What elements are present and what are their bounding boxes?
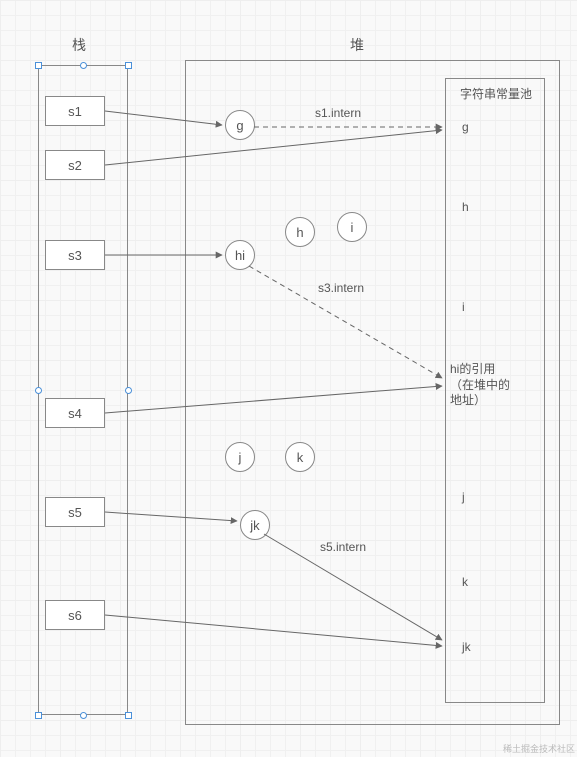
pool-label-g: g [462,120,469,134]
stack-box-label: s4 [68,406,82,421]
sel-handle-w[interactable] [35,387,42,394]
heap-circle-g[interactable]: g [225,110,255,140]
stack-box-label: s2 [68,158,82,173]
heap-circle-i[interactable]: i [337,212,367,242]
pool-label-i: i [462,300,465,314]
watermark: 稀土掘金技术社区 [503,742,575,755]
sel-handle-n[interactable] [80,62,87,69]
heap-circle-label: g [236,118,243,133]
heap-circle-label: k [297,450,304,465]
sel-handle-ne[interactable] [125,62,132,69]
stack-box-label: s6 [68,608,82,623]
heap-circle-label: j [239,450,242,465]
stack-box-s6[interactable]: s6 [45,600,105,630]
heap-circle-h[interactable]: h [285,217,315,247]
sel-handle-nw[interactable] [35,62,42,69]
heap-circle-label: h [296,225,303,240]
pool-label-k: k [462,575,468,589]
stack-box-label: s3 [68,248,82,263]
heap-circle-label: jk [250,518,259,533]
heap-circle-j[interactable]: j [225,442,255,472]
stack-box-s4[interactable]: s4 [45,398,105,428]
stack-box-s2[interactable]: s2 [45,150,105,180]
stack-box-s1[interactable]: s1 [45,96,105,126]
heap-circle-jk[interactable]: jk [240,510,270,540]
edge-label-s5intern: s5.intern [320,540,366,554]
heap-circle-hi[interactable]: hi [225,240,255,270]
pool-label-jk: jk [462,640,471,654]
heap-circle-k[interactable]: k [285,442,315,472]
edge-label-s3intern: s3.intern [318,281,364,295]
heap-circle-label: hi [235,248,245,263]
edge-label-s1intern: s1.intern [315,106,361,120]
sel-handle-s[interactable] [80,712,87,719]
heap-title: 堆 [350,35,364,55]
heap-circle-label: i [351,220,354,235]
stack-box-label: s5 [68,505,82,520]
sel-handle-sw[interactable] [35,712,42,719]
pool-label-j: j [462,490,465,504]
stack-box-s3[interactable]: s3 [45,240,105,270]
stack-box-label: s1 [68,104,82,119]
stack-box-s5[interactable]: s5 [45,497,105,527]
pool-label-hi-ref: hi的引用（在堆中的地址） [450,362,510,409]
pool-title: 字符串常量池 [460,85,532,102]
sel-handle-se[interactable] [125,712,132,719]
pool-label-h: h [462,200,469,214]
sel-handle-e[interactable] [125,387,132,394]
stack-title: 栈 [72,35,86,55]
